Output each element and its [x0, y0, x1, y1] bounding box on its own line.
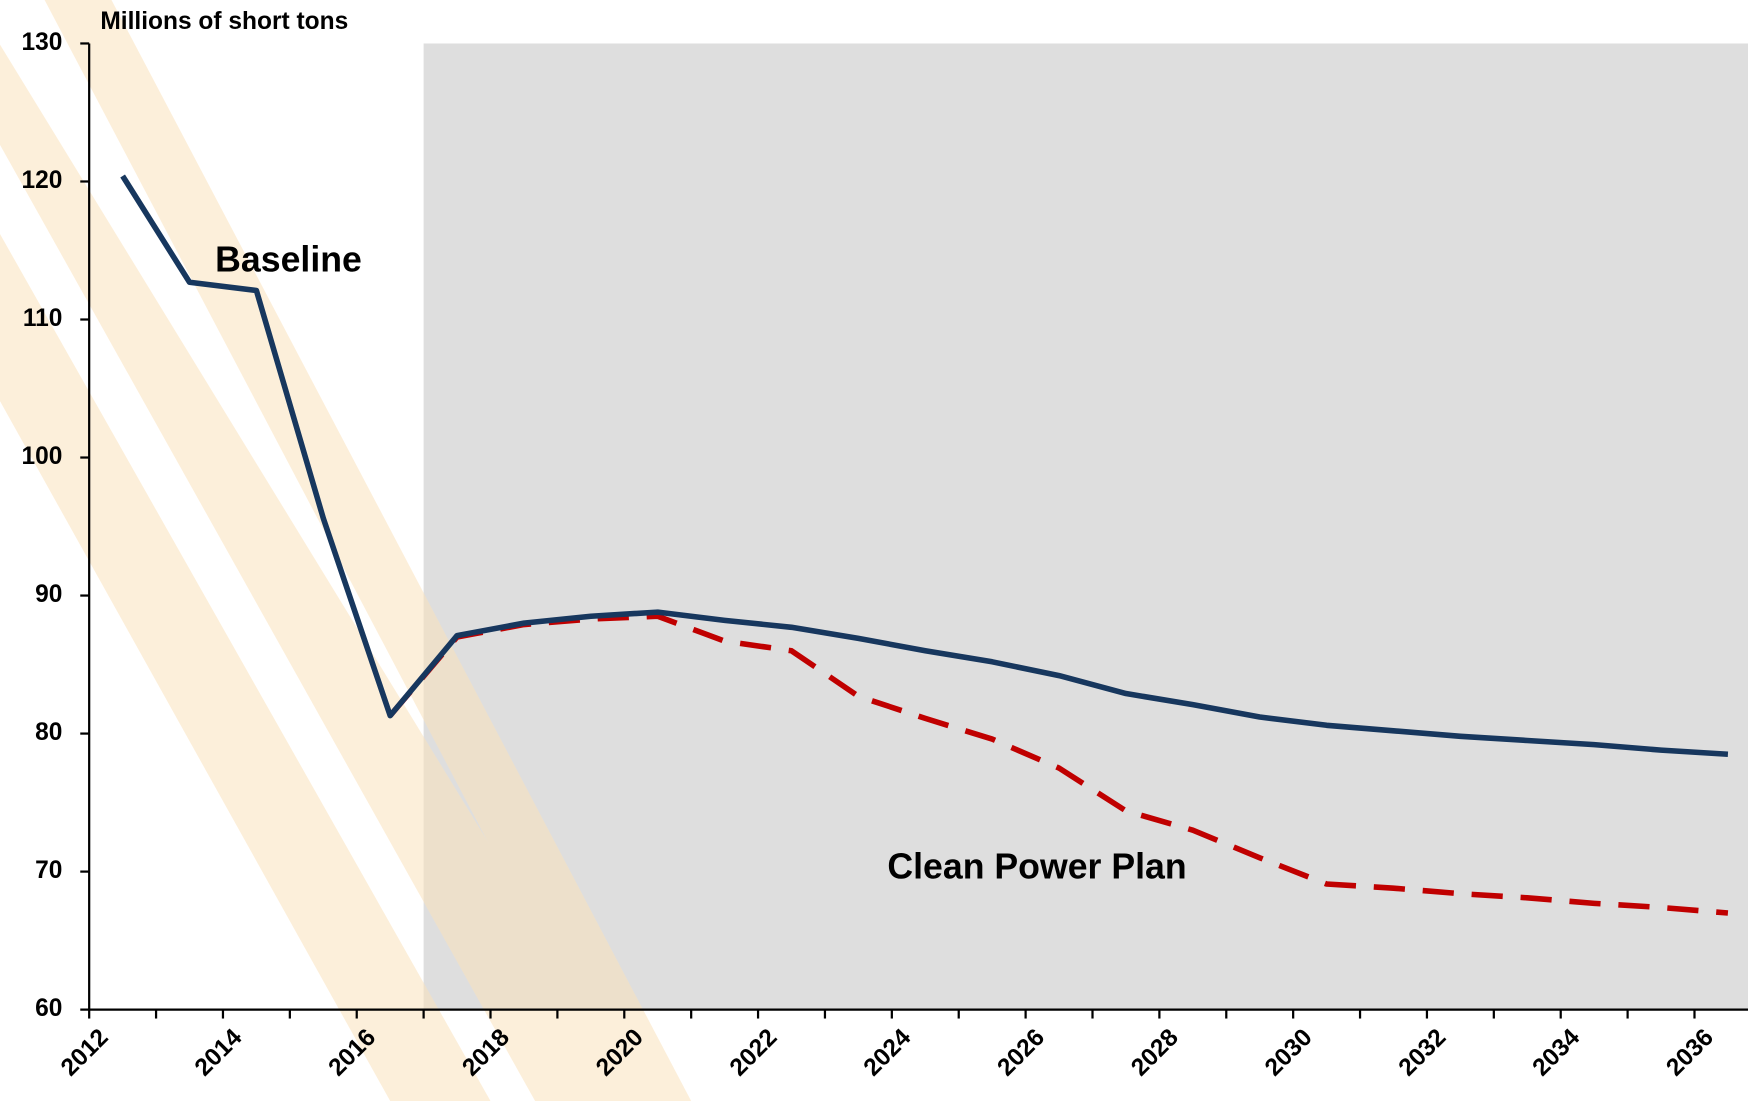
annotation: Baseline: [215, 239, 362, 279]
y-axis-label: Millions of short tons: [100, 8, 348, 35]
y-tick-label: 60: [35, 995, 62, 1022]
y-tick-label: 80: [35, 719, 62, 746]
projection-shade: [423, 43, 1748, 1010]
y-tick-label: 90: [35, 581, 62, 608]
x-tick-label: 2028: [1126, 1024, 1184, 1082]
annotation: Clean Power Plan: [887, 847, 1186, 887]
series-line: [120, 174, 1729, 758]
x-tick-label: 2026: [992, 1024, 1050, 1082]
y-tick-label: 120: [22, 167, 63, 194]
x-tick-label: 2036: [1661, 1024, 1719, 1082]
series-line: [388, 613, 1729, 916]
y-tick-label: 100: [22, 443, 63, 470]
x-tick-label: 2034: [1527, 1024, 1585, 1082]
y-tick-label: 70: [35, 857, 62, 884]
stripe: [44, 0, 692, 1101]
stripe: [0, 234, 491, 1101]
x-tick-label: 2032: [1394, 1024, 1452, 1082]
shade-area: [423, 43, 1748, 1010]
x-tick-label: 2022: [725, 1024, 783, 1082]
x-tick-label: 2024: [859, 1024, 917, 1082]
x-tick-label: 2012: [56, 1024, 114, 1082]
x-tick-label: 2030: [1260, 1024, 1318, 1082]
y-tick-label: 110: [23, 305, 63, 332]
y-tick-label: 130: [22, 29, 63, 56]
x-tick-label: 2014: [190, 1024, 248, 1082]
